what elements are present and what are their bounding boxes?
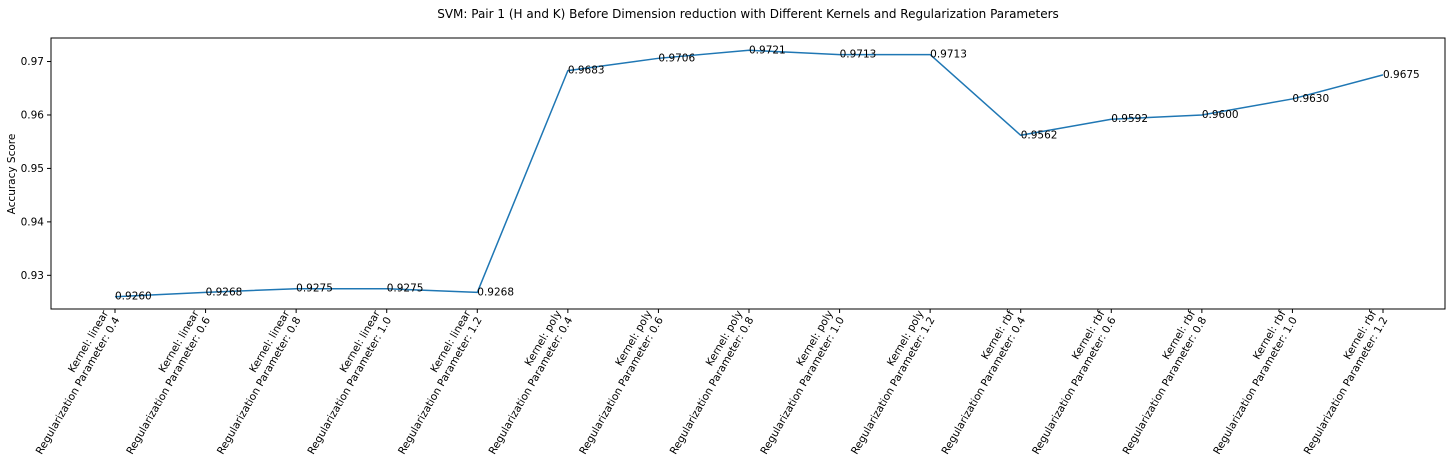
data-label: 0.9683 — [568, 65, 605, 77]
x-tick-label: Kernel: linearRegularization Parameter: … — [113, 308, 213, 457]
y-axis: 0.93 0.94 0.95 0.96 0.97 — [21, 56, 51, 282]
x-tick-label: Kernel: polyRegularization Parameter: 0.… — [566, 308, 666, 456]
data-label: 0.9630 — [1292, 93, 1329, 105]
data-label: 0.9275 — [296, 283, 333, 295]
data-label: 0.9260 — [115, 291, 152, 303]
data-label: 0.9675 — [1383, 69, 1420, 81]
x-tick-label: Kernel: rbfRegularization Parameter: 1.0 — [1200, 308, 1300, 456]
data-label: 0.9713 — [840, 49, 877, 61]
data-label: 0.9721 — [749, 44, 786, 56]
chart-title: SVM: Pair 1 (H and K) Before Dimension r… — [437, 7, 1059, 21]
data-label: 0.9706 — [658, 52, 695, 64]
x-tick-label: Kernel: polyRegularization Parameter: 0.… — [475, 308, 575, 456]
x-tick-label: Kernel: polyRegularization Parameter: 1.… — [747, 309, 847, 457]
data-label: 0.9713 — [930, 49, 967, 61]
x-tick-label: Kernel: rbfRegularization Parameter: 0.8 — [1109, 308, 1209, 456]
x-tick-label: Kernel: linearRegularization Parameter: … — [294, 308, 394, 457]
data-label: 0.9562 — [1021, 129, 1058, 141]
data-label: 0.9268 — [206, 286, 243, 298]
data-label: 0.9600 — [1202, 109, 1239, 121]
x-tick-label: Kernel: polyRegularization Parameter: 1.… — [838, 308, 938, 456]
x-tick-label: Kernel: rbfRegularization Parameter: 0.6 — [1019, 308, 1119, 456]
x-tick-label: Kernel: linearRegularization Parameter: … — [385, 308, 485, 457]
data-labels: 0.9260 0.9268 0.9275 0.9275 0.9268 0.9683 0.97… — [115, 44, 1420, 302]
x-tick-label: Kernel: linearRegularization Parameter: … — [23, 308, 123, 457]
y-tick-label: 0.95 — [21, 163, 44, 175]
data-label: 0.9592 — [1111, 113, 1148, 125]
y-tick-label: 0.97 — [21, 56, 44, 68]
plot-area-frame — [50, 37, 1446, 310]
y-tick-label: 0.94 — [21, 216, 45, 228]
data-label: 0.9268 — [477, 286, 514, 298]
y-tick-label: 0.93 — [21, 270, 44, 282]
y-axis-label: Accuracy Score — [6, 134, 18, 215]
x-tick-label: Kernel: linearRegularization Parameter: … — [204, 308, 304, 457]
x-tick-label: Kernel: rbfRegularization Parameter: 0.4 — [928, 308, 1028, 456]
x-tick-label: Kernel: rbfRegularization Parameter: 1.2 — [1291, 308, 1391, 456]
x-tick-label: Kernel: polyRegularization Parameter: 0.… — [657, 309, 757, 457]
x-axis: Kernel: linearRegularization Parameter: … — [23, 308, 1391, 457]
data-label: 0.9275 — [387, 283, 424, 295]
accuracy-series-line — [114, 49, 1384, 298]
y-tick-label: 0.96 — [21, 109, 45, 121]
